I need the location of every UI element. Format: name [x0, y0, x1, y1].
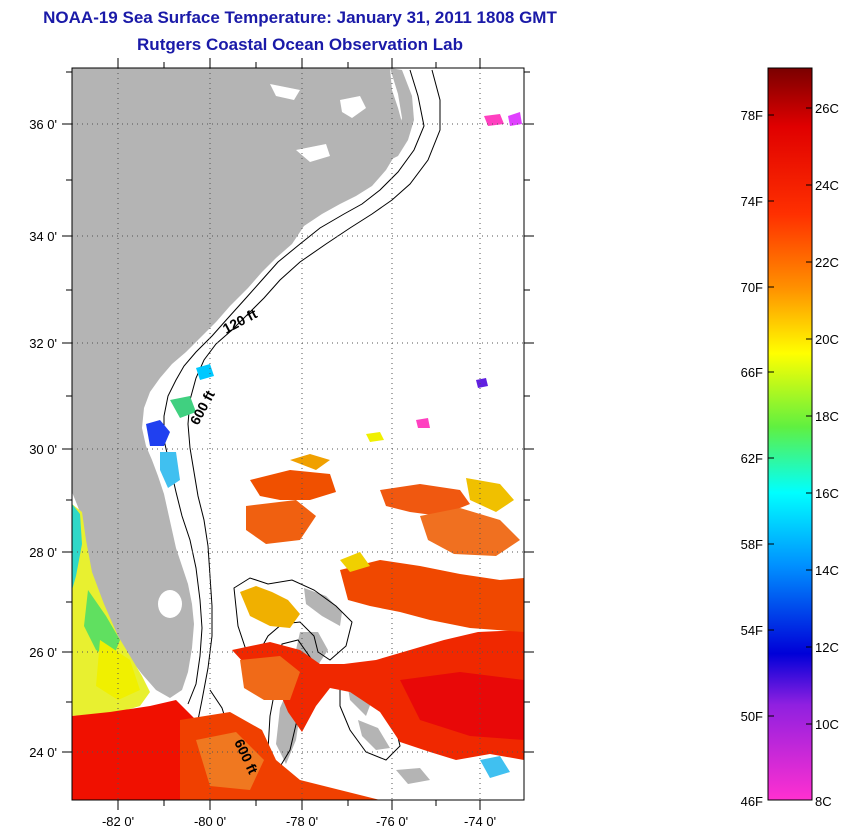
colorbar-c-label: 8C	[815, 794, 832, 809]
map-title: NOAA-19 Sea Surface Temperature: January…	[43, 8, 557, 27]
lat-label: 26 0'	[29, 645, 57, 660]
lon-label: -82 0'	[102, 814, 134, 829]
colorbar-c-label: 14C	[815, 563, 839, 578]
map-subtitle: Rutgers Coastal Ocean Observation Lab	[137, 35, 463, 54]
lat-label: 28 0'	[29, 545, 57, 560]
lat-label: 32 0'	[29, 336, 57, 351]
colorbar-f-label: 58F	[741, 537, 763, 552]
colorbar-f-label: 78F	[741, 108, 763, 123]
axis-ticks	[62, 58, 534, 810]
us-mainland-land	[72, 68, 404, 698]
lat-label: 30 0'	[29, 442, 57, 457]
celsius-labels: 26C 24C 22C 20C 18C 16C 14C 12C 10C 8C	[815, 101, 839, 809]
lon-label: -78 0'	[286, 814, 318, 829]
map-area: 120 ft 600 ft 600 ft	[72, 68, 524, 800]
lat-label: 24 0'	[29, 745, 57, 760]
colorbar-c-label: 24C	[815, 178, 839, 193]
lat-label: 36 0'	[29, 117, 57, 132]
fahrenheit-labels: 78F 74F 70F 66F 62F 58F 54F 50F 46F	[741, 108, 763, 809]
sound-water-2	[270, 84, 300, 100]
colorbar-f-label: 74F	[741, 194, 763, 209]
map-frame	[71, 67, 525, 801]
colorbar-f-label: 66F	[741, 365, 763, 380]
colorbar-c-label: 16C	[815, 486, 839, 501]
sound-water-3	[296, 144, 330, 162]
colorbar-c-label: 18C	[815, 409, 839, 424]
colorbar-f-label: 50F	[741, 709, 763, 724]
colorbar-f-label: 70F	[741, 280, 763, 295]
sst-patches	[72, 112, 524, 800]
colorbar: 78F 74F 70F 66F 62F 58F 54F 50F 46F 26C …	[741, 67, 839, 809]
colorbar-c-label: 20C	[815, 332, 839, 347]
colorbar-ticks	[768, 107, 812, 725]
colorbar-c-label: 22C	[815, 255, 839, 270]
colorbar-f-label: 62F	[741, 451, 763, 466]
colorbar-f-label: 46F	[741, 794, 763, 809]
longitude-labels: -82 0' -80 0' -78 0' -76 0' -74 0'	[102, 814, 496, 829]
grid-lines	[72, 68, 524, 800]
lon-label: -76 0'	[376, 814, 408, 829]
latitude-labels: 36 0' 34 0' 32 0' 30 0' 28 0' 26 0' 24 0…	[29, 117, 57, 760]
sound-water	[340, 96, 366, 118]
colorbar-c-label: 12C	[815, 640, 839, 655]
colorbar-c-label: 10C	[815, 717, 839, 732]
colorbar-c-label: 26C	[815, 101, 839, 116]
outer-banks	[390, 68, 414, 160]
lon-label: -74 0'	[464, 814, 496, 829]
colorbar-gradient	[767, 67, 813, 801]
colorbar-f-label: 54F	[741, 623, 763, 638]
lat-label: 34 0'	[29, 229, 57, 244]
lon-label: -80 0'	[194, 814, 226, 829]
lake-okeechobee	[158, 590, 182, 618]
